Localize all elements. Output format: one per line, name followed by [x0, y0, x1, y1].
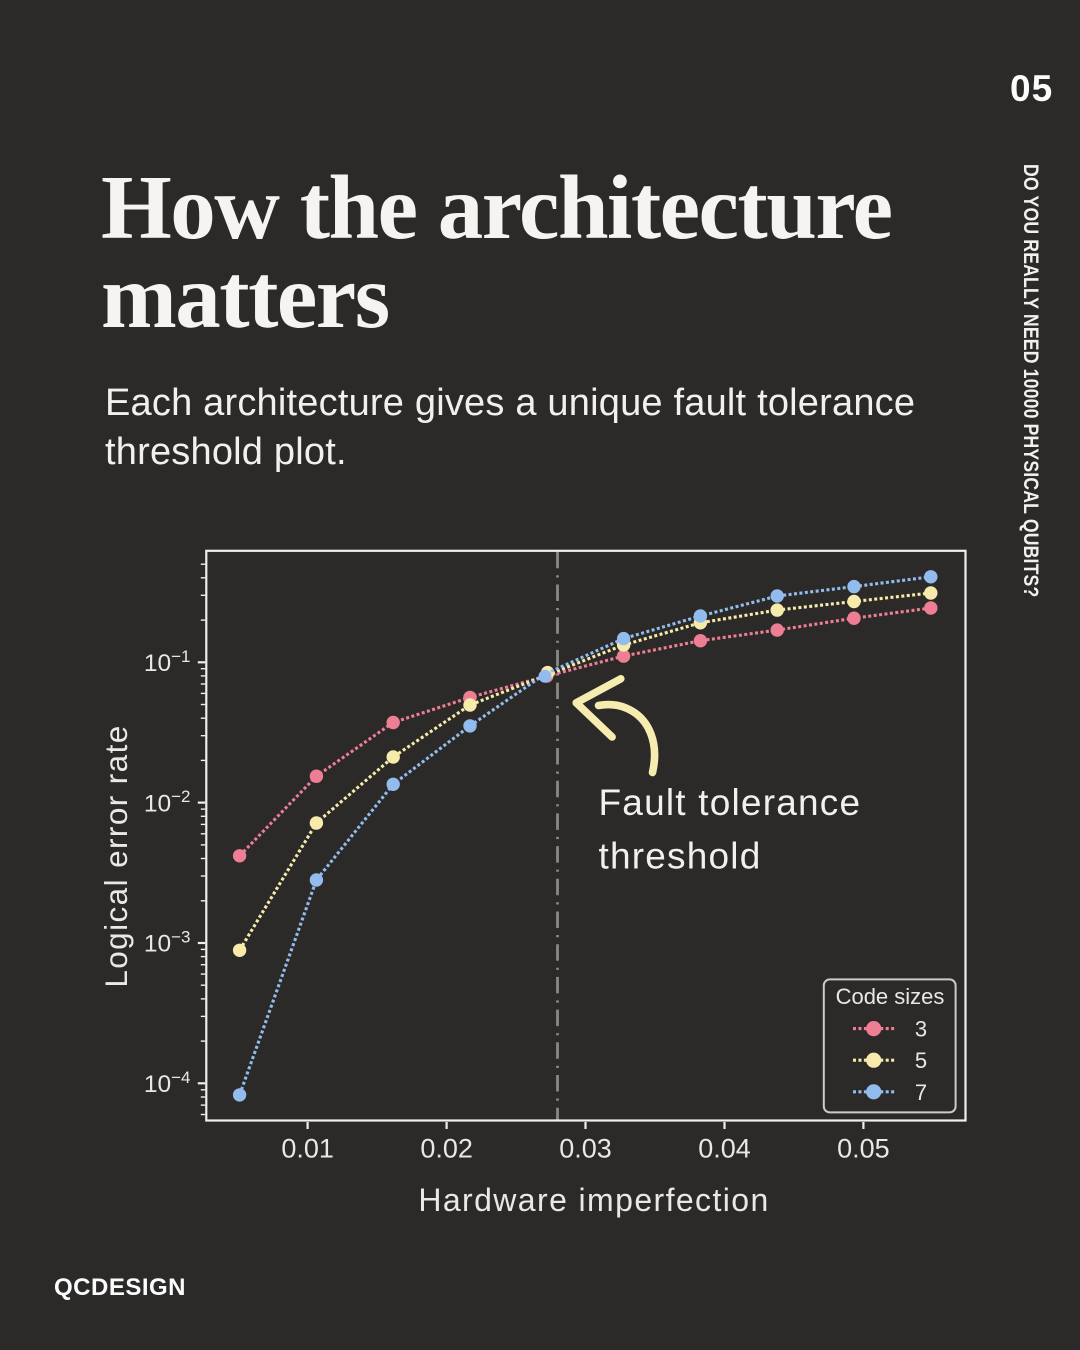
svg-text:0.04: 0.04 [698, 1134, 751, 1164]
svg-text:0.03: 0.03 [559, 1134, 612, 1164]
svg-text:Hardware imperfection: Hardware imperfection [418, 1182, 769, 1218]
svg-text:0.05: 0.05 [837, 1134, 890, 1164]
svg-text:threshold: threshold [599, 836, 762, 877]
svg-text:Fault tolerance: Fault tolerance [599, 782, 862, 823]
svg-text:5: 5 [915, 1048, 927, 1073]
svg-text:10−3: 10−3 [144, 928, 191, 958]
svg-text:Logical error rate: Logical error rate [98, 724, 134, 987]
svg-text:10−4: 10−4 [144, 1068, 191, 1098]
svg-text:7: 7 [915, 1080, 927, 1105]
svg-text:0.01: 0.01 [281, 1134, 334, 1164]
svg-text:10−1: 10−1 [144, 647, 191, 677]
svg-text:10−2: 10−2 [144, 787, 191, 817]
svg-text:Code sizes: Code sizes [836, 984, 945, 1009]
svg-text:3: 3 [915, 1017, 927, 1042]
svg-text:0.02: 0.02 [420, 1134, 473, 1164]
